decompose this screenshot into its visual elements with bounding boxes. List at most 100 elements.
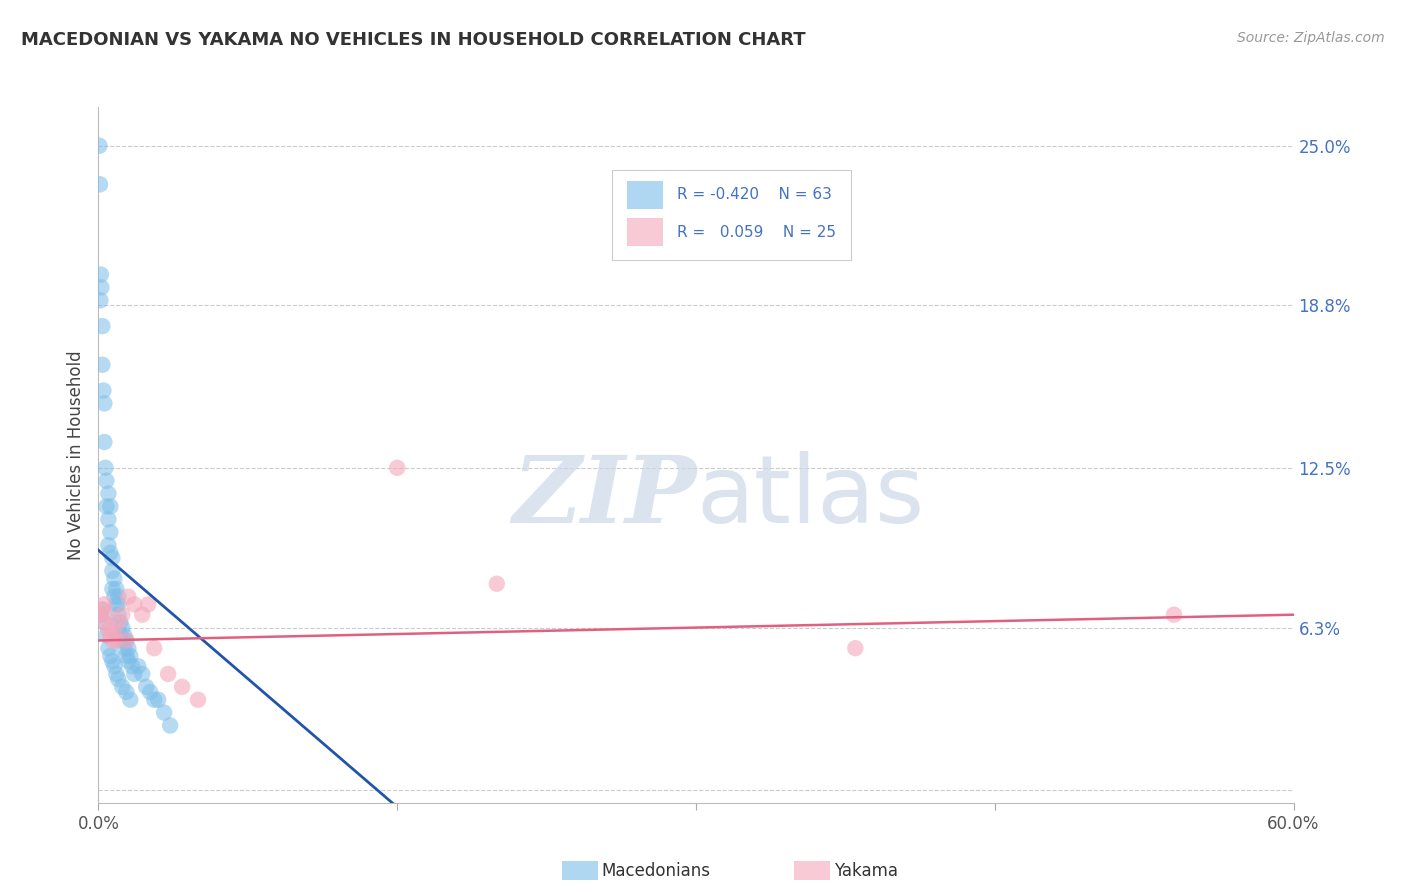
Point	[97, 641, 120, 656]
Point	[91, 319, 114, 334]
Text: R =   0.059    N = 25: R = 0.059 N = 25	[676, 225, 835, 240]
Point	[121, 659, 143, 673]
Point	[105, 598, 128, 612]
Point	[143, 692, 166, 706]
Bar	[627, 219, 662, 246]
Point	[112, 641, 135, 656]
Bar	[627, 181, 662, 209]
Point	[111, 633, 134, 648]
Point	[96, 500, 118, 514]
Point	[101, 582, 124, 596]
Point	[107, 598, 129, 612]
Point	[90, 280, 112, 294]
Point	[89, 138, 111, 153]
Point	[105, 667, 128, 681]
Point	[103, 572, 125, 586]
Point	[1163, 607, 1185, 622]
Point	[103, 623, 125, 637]
Point	[103, 590, 125, 604]
Text: ZIP: ZIP	[512, 451, 696, 541]
Point	[136, 598, 159, 612]
Point	[96, 628, 118, 642]
Point	[111, 680, 134, 694]
Point	[94, 460, 117, 475]
Point	[98, 525, 122, 540]
Point	[111, 621, 134, 635]
Point	[143, 641, 166, 656]
Point	[89, 293, 111, 308]
Point	[117, 654, 139, 668]
Point	[101, 654, 124, 668]
Point	[117, 590, 139, 604]
Point	[124, 598, 146, 612]
Point	[127, 659, 149, 673]
Point	[97, 623, 120, 637]
Point	[98, 648, 122, 663]
Point	[115, 633, 138, 648]
Point	[135, 680, 157, 694]
Point	[97, 486, 120, 500]
Point	[93, 435, 115, 450]
Point	[93, 615, 115, 630]
Text: Macedonians: Macedonians	[602, 862, 711, 880]
Text: atlas: atlas	[696, 450, 924, 542]
Point	[111, 607, 134, 622]
Point	[110, 628, 132, 642]
Point	[96, 474, 118, 488]
Point	[115, 633, 138, 648]
Point	[385, 460, 409, 475]
Point	[120, 692, 142, 706]
Text: MACEDONIAN VS YAKAMA NO VEHICLES IN HOUSEHOLD CORRELATION CHART: MACEDONIAN VS YAKAMA NO VEHICLES IN HOUS…	[21, 31, 806, 49]
Point	[90, 268, 112, 282]
Point	[97, 512, 120, 526]
Point	[93, 396, 115, 410]
Point	[131, 607, 153, 622]
Y-axis label: No Vehicles in Household: No Vehicles in Household	[67, 350, 86, 560]
Point	[157, 667, 180, 681]
Point	[117, 641, 139, 656]
Point	[139, 685, 162, 699]
Point	[91, 602, 114, 616]
Point	[96, 607, 118, 622]
Point	[98, 500, 122, 514]
Point	[105, 582, 128, 596]
Point	[93, 615, 115, 630]
Text: Source: ZipAtlas.com: Source: ZipAtlas.com	[1237, 31, 1385, 45]
Point	[110, 615, 132, 630]
Point	[485, 576, 508, 591]
Point	[844, 641, 866, 656]
Point	[124, 667, 146, 681]
Point	[112, 628, 135, 642]
Point	[107, 607, 129, 622]
Point	[148, 692, 170, 706]
Point	[159, 718, 181, 732]
Point	[98, 546, 122, 560]
Point	[93, 598, 115, 612]
Point	[89, 607, 111, 622]
Point	[101, 633, 124, 648]
Point	[93, 384, 115, 398]
Point	[120, 648, 142, 663]
Point	[101, 564, 124, 578]
Point	[107, 672, 129, 686]
Point	[115, 648, 138, 663]
Point	[107, 615, 129, 630]
Point	[107, 590, 129, 604]
Point	[91, 358, 114, 372]
Point	[115, 685, 138, 699]
Point	[89, 607, 111, 622]
Point	[89, 178, 111, 192]
Text: R = -0.420    N = 63: R = -0.420 N = 63	[676, 187, 832, 202]
Point	[98, 628, 122, 642]
Point	[103, 659, 125, 673]
Point	[172, 680, 194, 694]
Bar	[613, 169, 852, 260]
Point	[101, 551, 124, 566]
Point	[105, 633, 128, 648]
Text: Yakama: Yakama	[834, 862, 898, 880]
Point	[187, 692, 209, 706]
Point	[153, 706, 176, 720]
Point	[97, 538, 120, 552]
Point	[91, 602, 114, 616]
Point	[131, 667, 153, 681]
